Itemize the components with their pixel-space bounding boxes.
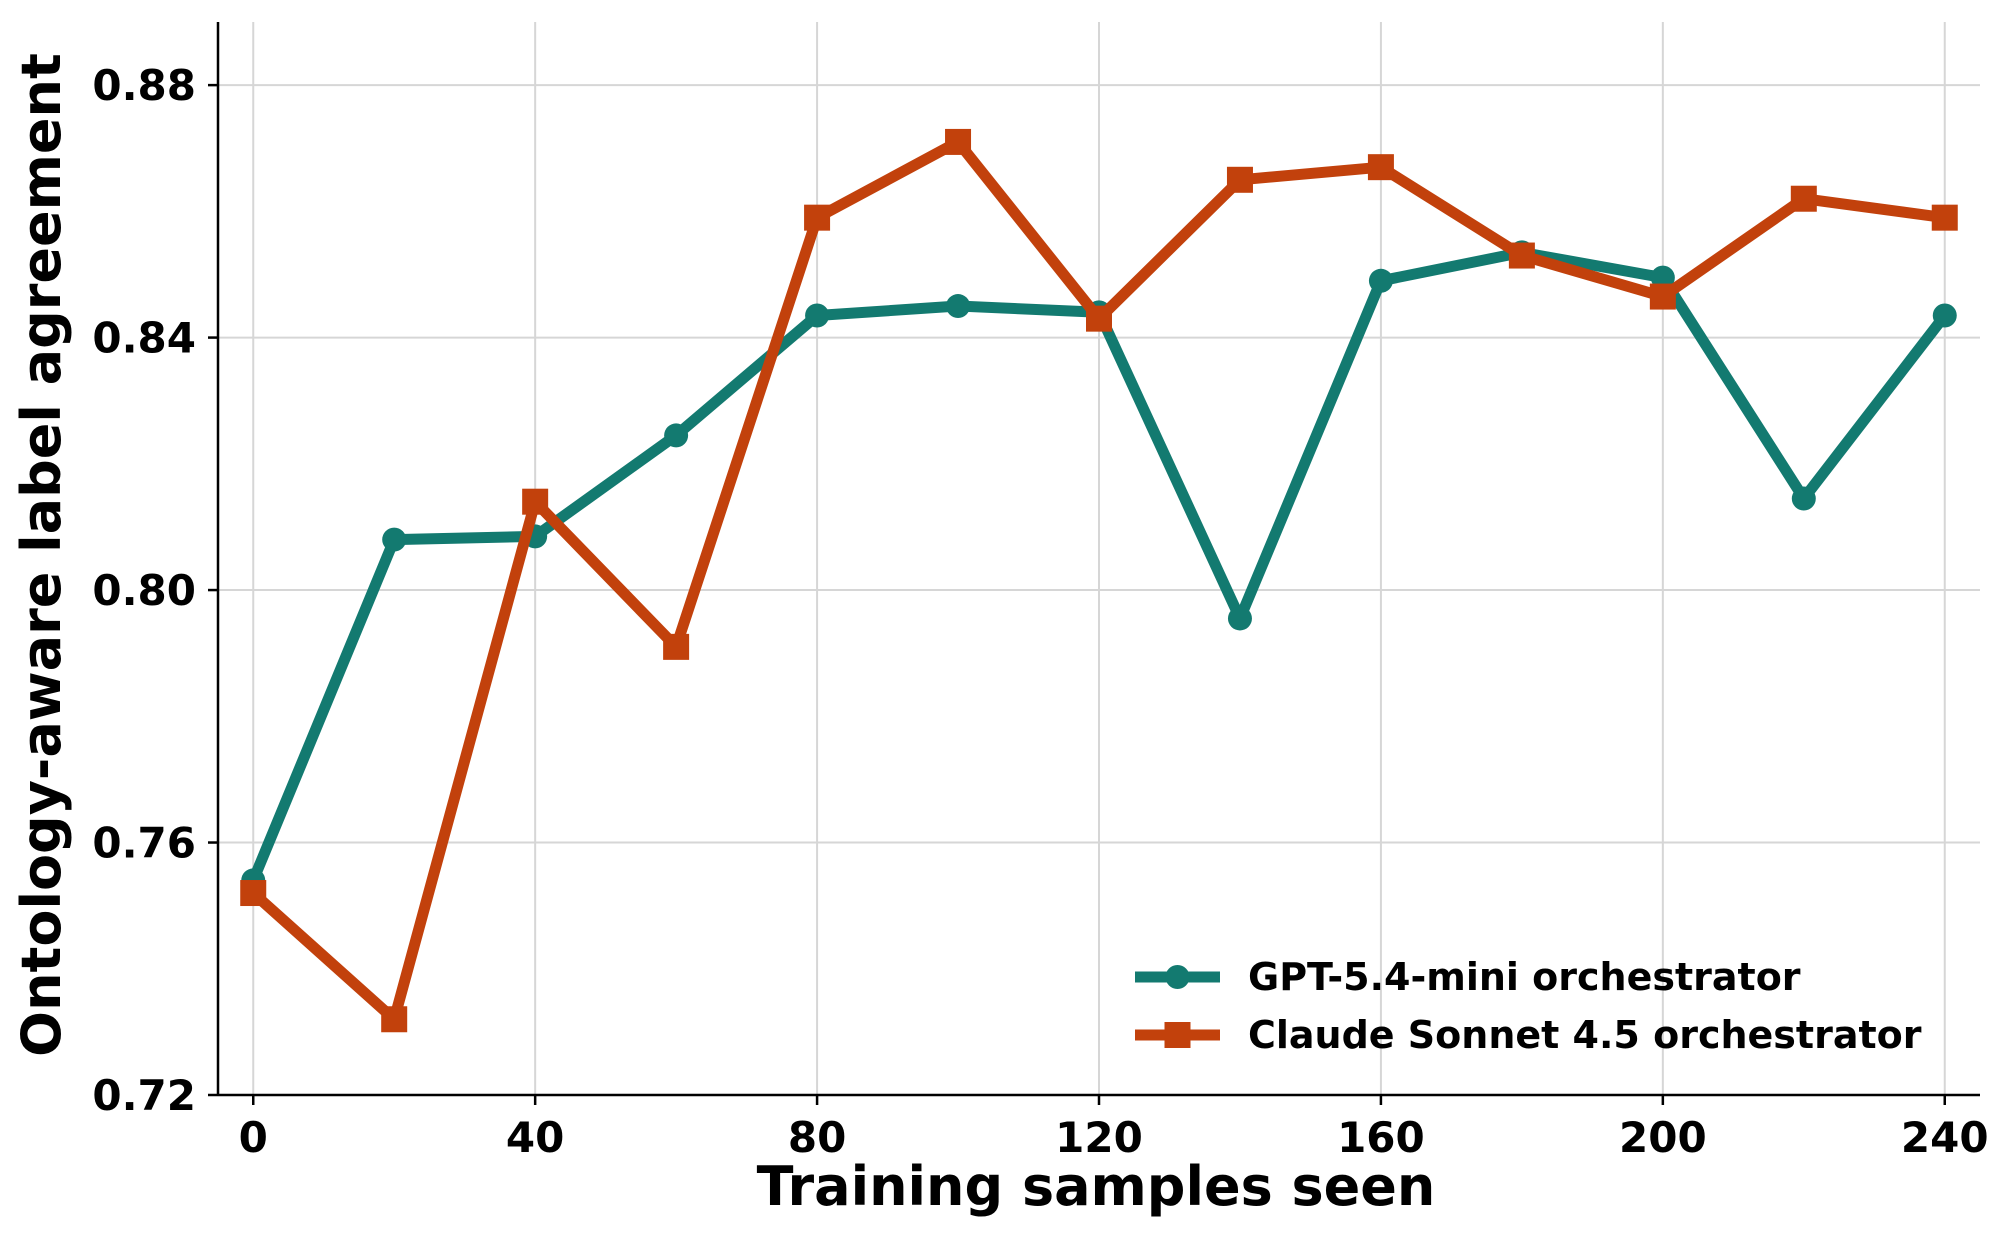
data-point-gpt	[946, 294, 971, 319]
y-tick-label: 0.84	[92, 314, 196, 363]
x-tick-label: 200	[1619, 1113, 1707, 1162]
ticks: 0 40 80 120 160 200 240 0.72 0.76 0.80 0.84 0.88	[92, 61, 1988, 1162]
data-point-claude	[945, 128, 972, 155]
data-point-claude	[1790, 185, 1817, 212]
data-point-claude	[1086, 305, 1112, 332]
data-point-claude	[1367, 154, 1394, 181]
y-tick-label: 0.76	[92, 819, 196, 868]
data-point-claude	[240, 880, 267, 907]
data-point-claude	[663, 633, 690, 660]
data-point-claude	[522, 488, 549, 515]
x-axis-label: Training samples seen	[757, 1155, 1436, 1218]
data-point-gpt	[1368, 268, 1393, 293]
data-point-gpt	[1791, 486, 1816, 511]
legend-marker-gpt	[1165, 965, 1190, 989]
grid	[218, 22, 1980, 1096]
legend-label-gpt: GPT-5.4-mini orchestrator	[1248, 955, 1801, 999]
data-point-claude	[1226, 166, 1253, 193]
legend: GPT-5.4-mini orchestrator Claude Sonnet 4…	[1135, 955, 1922, 1057]
legend-marker-claude	[1164, 1022, 1191, 1048]
data-point-claude	[1649, 283, 1676, 310]
y-tick-label: 0.80	[92, 566, 196, 615]
x-tick-label: 160	[1337, 1113, 1425, 1162]
data-point-claude	[1931, 204, 1958, 231]
data-point-gpt	[1227, 606, 1252, 631]
data-point-gpt	[382, 527, 407, 552]
data-point-claude	[1508, 242, 1535, 269]
x-tick-label: 0	[239, 1113, 268, 1162]
series-layer	[240, 128, 1958, 1033]
y-axis-label: Ontology-aware label agreement	[10, 53, 73, 1057]
data-point-claude	[804, 204, 831, 231]
data-point-gpt	[805, 303, 830, 328]
x-tick-label: 40	[506, 1113, 564, 1162]
legend-label-claude: Claude Sonnet 4.5 orchestrator	[1248, 1013, 1922, 1057]
x-tick-label: 80	[788, 1113, 846, 1162]
y-tick-label: 0.88	[92, 61, 196, 110]
data-point-gpt	[1932, 303, 1957, 328]
y-tick-label: 0.72	[92, 1071, 196, 1120]
x-tick-label: 120	[1055, 1113, 1143, 1162]
data-point-gpt	[664, 423, 689, 448]
data-point-claude	[381, 1006, 408, 1033]
x-tick-label: 240	[1901, 1113, 1989, 1162]
